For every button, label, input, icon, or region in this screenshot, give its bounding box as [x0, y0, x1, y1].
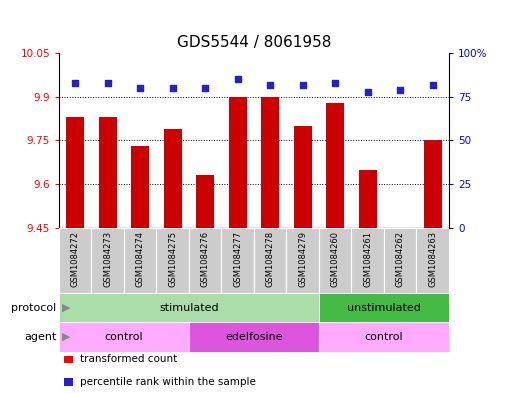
Bar	[156, 228, 189, 293]
Point	[169, 85, 177, 91]
Text: GSM1084279: GSM1084279	[298, 231, 307, 286]
Bar	[424, 141, 442, 228]
Text: agent: agent	[24, 332, 56, 342]
Text: GSM1084276: GSM1084276	[201, 231, 210, 286]
Title: GDS5544 / 8061958: GDS5544 / 8061958	[177, 35, 331, 50]
Bar	[189, 322, 319, 352]
Bar	[261, 97, 279, 228]
Point	[201, 85, 209, 91]
Text: GSM1084275: GSM1084275	[168, 231, 177, 286]
Bar	[196, 175, 214, 228]
Bar	[99, 117, 116, 228]
Bar	[229, 97, 247, 228]
Bar	[164, 129, 182, 228]
Bar	[326, 103, 344, 228]
Bar	[286, 228, 319, 293]
Text: protocol: protocol	[11, 303, 56, 312]
Bar	[91, 228, 124, 293]
Bar	[294, 126, 311, 228]
Point	[428, 81, 437, 88]
Bar	[189, 228, 222, 293]
Text: GSM1084272: GSM1084272	[71, 231, 80, 286]
Bar	[384, 228, 417, 293]
Bar	[59, 228, 91, 293]
Text: GSM1084274: GSM1084274	[136, 231, 145, 286]
Text: transformed count: transformed count	[80, 354, 177, 364]
Text: control: control	[105, 332, 143, 342]
Bar	[66, 117, 84, 228]
Bar	[254, 228, 286, 293]
Text: GSM1084261: GSM1084261	[363, 231, 372, 286]
Point	[136, 85, 144, 91]
Bar	[59, 293, 319, 322]
Bar	[319, 293, 449, 322]
Text: stimulated: stimulated	[159, 303, 219, 312]
Point	[104, 80, 112, 86]
Text: control: control	[365, 332, 403, 342]
Bar	[359, 170, 377, 228]
Bar	[59, 322, 189, 352]
Text: ▶: ▶	[62, 303, 70, 312]
Text: GSM1084277: GSM1084277	[233, 231, 242, 286]
Point	[71, 80, 80, 86]
Text: percentile rank within the sample: percentile rank within the sample	[80, 377, 255, 387]
Text: ▶: ▶	[62, 332, 70, 342]
Text: GSM1084263: GSM1084263	[428, 231, 437, 286]
Bar	[222, 228, 254, 293]
Bar	[319, 322, 449, 352]
Bar	[351, 228, 384, 293]
Text: GSM1084278: GSM1084278	[266, 231, 274, 286]
Text: unstimulated: unstimulated	[347, 303, 421, 312]
Bar	[417, 228, 449, 293]
Bar	[131, 146, 149, 228]
Point	[396, 86, 404, 93]
Text: GSM1084273: GSM1084273	[103, 231, 112, 286]
Point	[233, 76, 242, 83]
Text: GSM1084260: GSM1084260	[331, 231, 340, 286]
Point	[299, 81, 307, 88]
Text: GSM1084262: GSM1084262	[396, 231, 405, 286]
Point	[331, 80, 339, 86]
Bar	[124, 228, 156, 293]
Point	[364, 88, 372, 95]
Bar	[319, 228, 351, 293]
Point	[266, 81, 274, 88]
Text: edelfosine: edelfosine	[225, 332, 283, 342]
